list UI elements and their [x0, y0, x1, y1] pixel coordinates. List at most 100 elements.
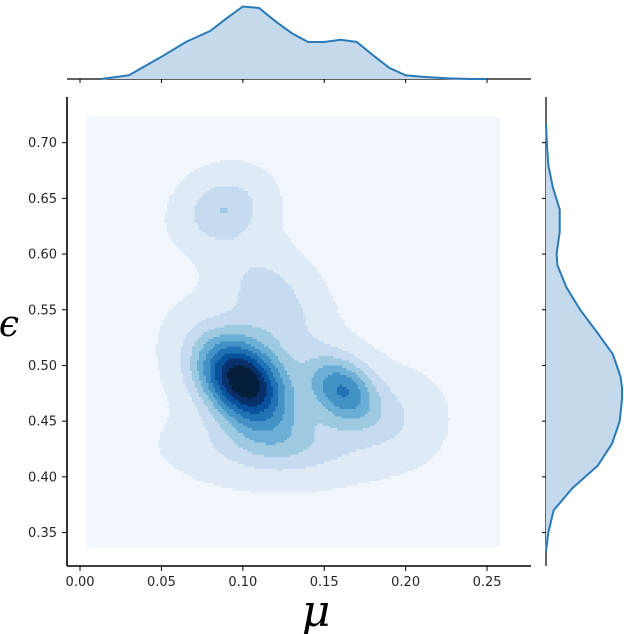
- kde-cell: [235, 301, 299, 304]
- kde-cell: [233, 389, 260, 393]
- kde-cell: [224, 324, 253, 328]
- kde-cell: [240, 286, 292, 290]
- kde-cell: [219, 207, 228, 211]
- kde-cell: [206, 191, 248, 195]
- kde-cell: [215, 327, 262, 331]
- kde-cell: [183, 179, 276, 183]
- y-axis-ticks: 0.35 0.40 0.45 0.50 0.55 0.60 0.65 0.70: [28, 136, 67, 541]
- x-axis-label: μ: [302, 586, 331, 634]
- marginal-y-kde: [542, 97, 623, 566]
- x-tick-label: 0.05: [147, 575, 176, 590]
- kde-cell: [215, 186, 239, 190]
- kde-cell: [196, 477, 382, 481]
- kde-cell: [245, 272, 276, 276]
- kde-cell: [242, 277, 283, 281]
- kde-cell: [208, 406, 382, 410]
- kde-cell: [210, 162, 253, 166]
- kde-cell: [238, 398, 265, 402]
- kde-cell: [323, 365, 343, 369]
- kde-cell: [245, 463, 317, 467]
- kde-cell: [192, 260, 310, 264]
- kde-cell: [210, 410, 382, 414]
- kde-cell: [240, 284, 290, 288]
- x-tick-label: 0.15: [310, 575, 339, 590]
- marginal-y-line: [545, 123, 623, 552]
- kde-cell: [339, 406, 356, 410]
- kde-cell: [219, 334, 246, 338]
- kde-cell: [185, 253, 304, 257]
- kde-cell: [224, 363, 253, 367]
- kde-cell: [245, 434, 290, 438]
- kde-cell: [185, 176, 274, 180]
- kde-cell: [238, 293, 297, 297]
- y-tick-label: 0.65: [28, 192, 57, 207]
- kde-cell: [217, 351, 253, 355]
- kde-cell: [212, 413, 382, 417]
- kde-cell: [318, 367, 347, 371]
- kde-cell: [199, 226, 246, 230]
- kde-cell: [247, 425, 276, 429]
- kde-cell: [189, 258, 308, 261]
- kde-cell: [203, 164, 258, 168]
- kde-cell: [330, 425, 370, 429]
- kde-cell: [199, 167, 262, 171]
- kde-cell: [180, 248, 299, 252]
- kde-cell: [238, 291, 294, 295]
- kde-cell: [222, 484, 347, 488]
- y-tick-label: 0.70: [28, 136, 57, 151]
- kde-cell: [219, 312, 304, 316]
- kde-cell: [226, 456, 338, 460]
- kde-cell: [336, 427, 363, 431]
- kde-cell: [249, 267, 267, 271]
- kde-cell: [210, 188, 244, 192]
- kde-cell: [247, 449, 304, 453]
- kde-cell: [251, 451, 299, 455]
- y-axis-label: ϵ: [0, 304, 19, 345]
- kde-cell: [341, 415, 361, 419]
- kde-cell: [325, 377, 352, 381]
- kde-cell: [240, 401, 262, 405]
- kde-cell: [254, 465, 306, 469]
- x-tick-label: 0.25: [473, 575, 502, 590]
- kde-cell: [178, 468, 414, 472]
- kde-cell: [330, 398, 361, 402]
- kde-cell: [249, 410, 260, 414]
- kde-cell: [242, 446, 308, 450]
- kde-cell: [178, 246, 297, 250]
- kde-cell: [327, 396, 361, 400]
- kde-cell: [201, 320, 306, 324]
- kde-cell: [228, 379, 260, 383]
- kde-cell: [215, 344, 251, 347]
- kde-cell: [203, 332, 271, 336]
- kde-cell: [231, 308, 304, 312]
- kde-cell: [215, 418, 379, 422]
- kde-cell: [206, 231, 242, 235]
- joint-axes: [66, 97, 531, 567]
- kde-cell: [318, 355, 333, 359]
- kde-cell: [316, 370, 352, 374]
- kde-cell: [183, 470, 407, 474]
- kde-cell: [212, 315, 306, 319]
- kde-cell: [238, 296, 297, 300]
- kde-cell: [201, 195, 251, 199]
- kde-cell: [194, 217, 251, 221]
- kde-cell: [178, 183, 278, 187]
- kde-cell: [217, 420, 377, 424]
- kde-cell: [224, 353, 246, 357]
- kde-cell: [194, 205, 253, 209]
- kde-cell: [196, 222, 251, 226]
- marginal-x-kde: [67, 5, 531, 83]
- kde-cell: [309, 358, 343, 362]
- kde-cell: [247, 403, 258, 407]
- kde-cell: [228, 358, 244, 362]
- kde-cell: [199, 224, 248, 228]
- kde-cell: [247, 269, 274, 273]
- kde-cell: [231, 458, 331, 462]
- kde-cell: [336, 389, 350, 393]
- kde-cell: [208, 339, 258, 343]
- kde-cell: [231, 384, 260, 388]
- x-tick-label: 0.00: [66, 575, 95, 590]
- kde-cell: [334, 413, 366, 417]
- kde-cell: [334, 403, 359, 407]
- kde-cell: [203, 193, 248, 197]
